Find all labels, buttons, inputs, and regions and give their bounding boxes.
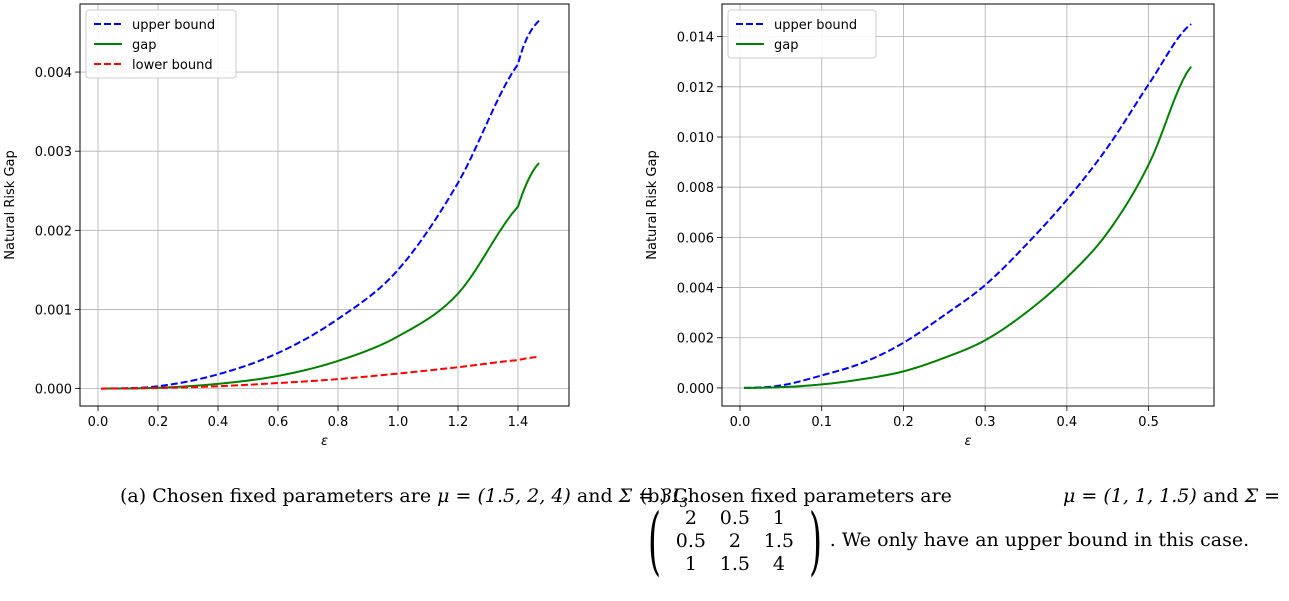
legend-box <box>727 9 877 59</box>
caption-b-prefix: (b) Chosen fixed parameters are <box>640 485 952 507</box>
x-tick-label: 0.2 <box>148 415 169 430</box>
y-tick-label: 0.004 <box>677 282 714 297</box>
series-line-gap <box>100 162 540 390</box>
caption-a-prefix: (a) Chosen fixed parameters are <box>120 485 438 507</box>
caption-b-line2: ( 2 0.5 1 0.5 2 1.5 1 1.5 4 ) . We only have an … <box>640 504 1280 578</box>
matrix-right-paren: ) <box>808 498 822 584</box>
chart-a: 0.0 0.2 0.4 0.6 0.8 1.0 1.2 1.4 0.000 0.001 0.002 0… <box>3 3 570 449</box>
legend-box <box>85 9 237 79</box>
caption-b-line1: (b) Chosen fixed parameters are μ = (1, … <box>640 484 1280 508</box>
x-tick-label: 0.8 <box>328 415 349 430</box>
caption-a-sigma: Σ = 3I <box>618 485 680 507</box>
x-tick-label: 0.5 <box>1138 415 1159 430</box>
caption-b-and: and <box>1196 485 1245 507</box>
matrix-cell: 0.5 <box>675 529 706 552</box>
caption-b-sigma: Σ = <box>1244 485 1280 507</box>
caption-b-mu: μ = (1, 1, 1.5) <box>1063 485 1197 507</box>
matrix-cell: 2 <box>684 506 697 529</box>
y-tick-label: 0.006 <box>677 231 714 246</box>
x-axis-label: ε <box>964 434 971 449</box>
matrix-cell: 4 <box>772 552 785 575</box>
caption-b-suffix: . We only have an upper bound in this ca… <box>829 529 1250 551</box>
matrix-cell: 2 <box>728 529 741 552</box>
x-tick-label: 0.4 <box>208 415 229 430</box>
y-tick-label: 0.004 <box>35 66 72 81</box>
y-tick-label: 0.002 <box>677 332 714 347</box>
legend-label: gap <box>774 38 798 53</box>
y-tick-label: 0.002 <box>35 224 72 239</box>
legend-label: lower bound <box>132 58 213 73</box>
y-tick-label: 0.000 <box>677 382 714 397</box>
caption-a: (a) Chosen fixed parameters are μ = (1.5… <box>120 484 694 516</box>
matrix-cell: 1 <box>684 552 697 575</box>
caption-b: (b) Chosen fixed parameters are μ = (1, … <box>640 484 1280 578</box>
plot-frame <box>79 3 570 407</box>
caption-a-and: and <box>570 485 619 507</box>
caption-a-sigma-sub: 3 <box>679 495 688 511</box>
y-tick-label: 0.001 <box>35 303 72 318</box>
caption-a-suffix: . <box>687 485 695 507</box>
series-line-gap <box>744 66 1192 389</box>
x-tick-label: 1.4 <box>508 415 529 430</box>
x-tick-label: 0.0 <box>730 415 751 430</box>
caption-a-mu: μ = (1.5, 2, 4) <box>437 485 571 507</box>
series-line-upper-bound <box>100 19 540 390</box>
matrix-cell: 1.5 <box>763 529 794 552</box>
legend-label: upper bound <box>132 18 215 33</box>
matrix-cell: 0.5 <box>719 506 750 529</box>
x-tick-label: 0.6 <box>268 415 289 430</box>
x-tick-label: 0.2 <box>893 415 914 430</box>
y-tick-label: 0.008 <box>677 181 714 196</box>
plot-frame <box>721 3 1215 407</box>
matrix-grid: 2 0.5 1 0.5 2 1.5 1 1.5 4 <box>669 507 801 576</box>
y-axis-label: Natural Risk Gap <box>3 150 18 259</box>
matrix-cell: 1 <box>772 506 785 529</box>
legend-label: upper bound <box>774 18 857 33</box>
x-tick-label: 1.0 <box>388 415 409 430</box>
chart-b: 0.0 0.1 0.2 0.3 0.4 0.5 0.000 0.002 0.004 0.006 0.… <box>645 3 1215 449</box>
y-axis-label: Natural Risk Gap <box>645 150 660 259</box>
y-tick-label: 0.000 <box>35 383 72 398</box>
x-tick-label: 0.0 <box>88 415 109 430</box>
y-tick-label: 0.003 <box>35 145 72 160</box>
legend-label: gap <box>132 38 156 53</box>
y-tick-label: 0.012 <box>677 81 714 96</box>
x-axis-label: ε <box>321 434 328 449</box>
x-tick-label: 0.1 <box>811 415 832 430</box>
x-tick-label: 0.3 <box>975 415 996 430</box>
matrix-left-paren: ( <box>647 498 661 584</box>
x-tick-label: 0.4 <box>1057 415 1078 430</box>
covariance-matrix: ( 2 0.5 1 0.5 2 1.5 1 1.5 4 ) <box>640 504 830 578</box>
y-tick-label: 0.010 <box>677 131 714 146</box>
y-tick-label: 0.014 <box>677 31 714 46</box>
series-line-lower-bound <box>100 355 540 390</box>
matrix-cell: 1.5 <box>719 552 750 575</box>
series-line-upper-bound <box>744 23 1192 389</box>
x-tick-label: 1.2 <box>448 415 469 430</box>
